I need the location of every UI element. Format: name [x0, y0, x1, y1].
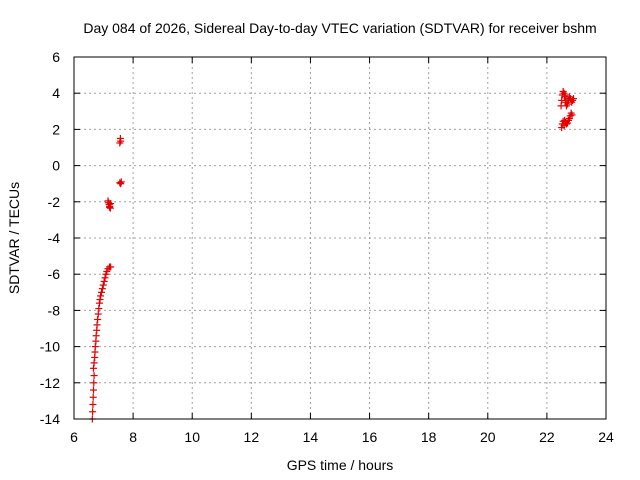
x-tick-label: 18	[421, 429, 437, 445]
y-tick-label: -14	[40, 411, 60, 427]
data-point	[100, 277, 108, 285]
chart-title: Day 084 of 2026, Sidereal Day-to-day VTE…	[83, 20, 596, 36]
x-tick-label: 24	[598, 429, 614, 445]
y-tick-labels: 6 4 2 0 -2 -4 -6 -8 -10 -12 -14	[40, 49, 60, 427]
y-tick-label: 0	[52, 158, 60, 174]
data-point	[116, 179, 124, 187]
grid-lines	[74, 57, 606, 419]
y-tick-label: -8	[48, 302, 61, 318]
data-point	[99, 281, 107, 289]
y-tick-label: -6	[48, 266, 61, 282]
y-tick-label: -12	[40, 375, 60, 391]
data-point	[90, 372, 98, 380]
data-point	[89, 393, 97, 401]
data-point	[117, 178, 125, 186]
data-point	[561, 91, 569, 99]
data-point	[97, 288, 105, 296]
data-point	[569, 95, 577, 103]
axis-ticks	[73, 56, 607, 420]
x-tick-label: 14	[303, 429, 319, 445]
x-tick-label: 16	[362, 429, 378, 445]
x-tick-label: 20	[480, 429, 496, 445]
data-point	[105, 203, 113, 211]
data-point	[89, 401, 97, 409]
data-point	[107, 200, 115, 208]
y-tick-label: -4	[48, 230, 61, 246]
x-tick-label: 12	[244, 429, 260, 445]
x-tick-label: 8	[129, 429, 137, 445]
y-axis-label: SDTVAR / TECUs	[6, 182, 22, 294]
x-tick-label: 6	[70, 429, 78, 445]
y-tick-label: 2	[52, 121, 60, 137]
y-tick-label: 6	[52, 49, 60, 65]
y-tick-label: -2	[48, 194, 61, 210]
data-point	[98, 285, 106, 293]
x-axis-label: GPS time / hours	[287, 457, 394, 473]
x-tick-label: 10	[184, 429, 200, 445]
data-point	[89, 408, 97, 416]
y-tick-label: 4	[52, 85, 60, 101]
data-point	[90, 379, 98, 387]
data-point	[560, 122, 568, 130]
data-point	[568, 111, 576, 119]
x-tick-labels: 6 8 10 12 14 16 18 20 22 24	[70, 429, 614, 445]
data-point	[563, 95, 571, 103]
y-tick-label: -10	[40, 339, 60, 355]
data-point	[116, 134, 124, 142]
data-point	[97, 292, 105, 300]
data-point	[101, 274, 109, 282]
data-point	[107, 263, 115, 271]
x-tick-label: 22	[539, 429, 555, 445]
data-point	[90, 386, 98, 394]
data-points	[88, 87, 577, 423]
